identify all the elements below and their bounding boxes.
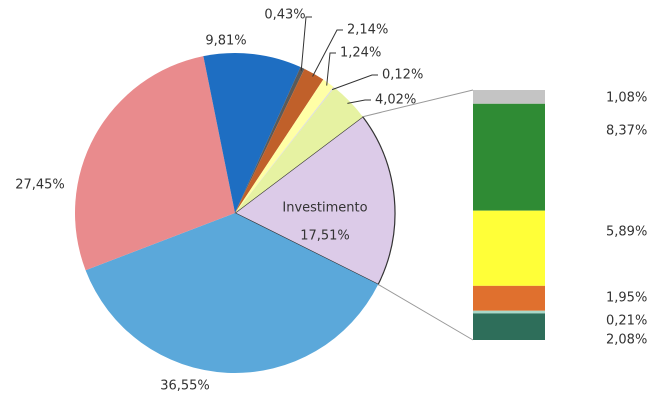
bar-label: 2,08% (606, 333, 647, 348)
pie-slice (85, 213, 379, 373)
connector (377, 283, 474, 341)
leader-line (347, 99, 371, 104)
pie-slice (233, 115, 396, 286)
pie-slice (203, 53, 301, 214)
leader-line (300, 16, 312, 71)
pie-slice (235, 68, 324, 213)
slice-label: 0,43% (264, 8, 305, 23)
bar-segment (473, 310, 545, 314)
pie-slice (235, 86, 335, 213)
pie-slice (235, 67, 305, 213)
slice-label: 27,45% (15, 178, 65, 193)
bar-label: 1,95% (606, 291, 647, 306)
bar-segment (473, 103, 545, 211)
slice-label: 17,51% (300, 229, 350, 244)
slice-label: 1,24% (340, 46, 381, 61)
pie-slice (235, 79, 334, 214)
bar-segment (473, 210, 545, 286)
connector (362, 89, 474, 118)
slice-label: 2,14% (347, 23, 388, 38)
bar-segment (473, 313, 545, 340)
pie-slice (235, 87, 363, 213)
bar-label: 8,37% (606, 124, 647, 139)
slice-label: 9,81% (205, 34, 246, 49)
bar-segment (473, 90, 545, 104)
slice-category: Investimento (282, 201, 367, 216)
leader-line (312, 29, 343, 77)
leader-line (326, 52, 336, 86)
bar-label: 0,21% (606, 314, 647, 329)
slice-label: 0,12% (382, 68, 423, 83)
bar-label: 1,08% (606, 91, 647, 106)
bar-segment (473, 285, 545, 311)
pie-slice (74, 56, 235, 271)
bar-label: 5,89% (606, 225, 647, 240)
slice-label: 36,55% (160, 379, 210, 394)
slice-label: 4,02% (375, 93, 416, 108)
leader-line (331, 74, 378, 91)
